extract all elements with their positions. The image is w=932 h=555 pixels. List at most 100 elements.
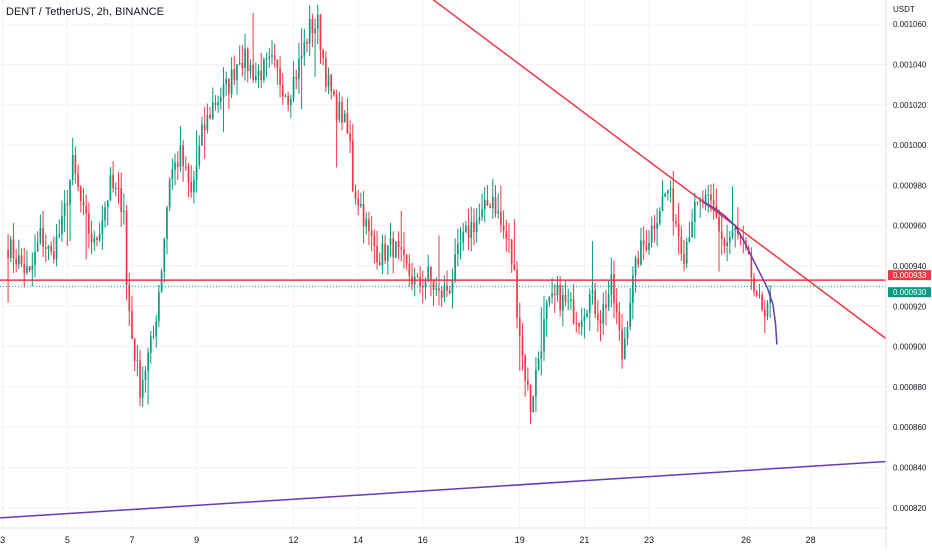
candle-down[interactable] <box>44 247 47 249</box>
candle-up[interactable] <box>726 242 728 246</box>
candle-up[interactable] <box>427 266 430 281</box>
candle-down[interactable] <box>319 14 322 51</box>
candle-down[interactable] <box>96 237 98 240</box>
candle-down[interactable] <box>680 236 683 254</box>
candle-up[interactable] <box>478 216 481 221</box>
candle-up[interactable] <box>545 302 548 320</box>
candle-up[interactable] <box>217 102 219 106</box>
candle-up[interactable] <box>693 201 696 223</box>
candle-down[interactable] <box>526 380 529 385</box>
candle-down[interactable] <box>653 225 656 229</box>
candle-down[interactable] <box>42 228 44 248</box>
candle-up[interactable] <box>386 245 389 261</box>
candle-down[interactable] <box>139 360 141 398</box>
candle-down[interactable] <box>330 74 333 92</box>
candle-down[interactable] <box>120 188 123 213</box>
candle-down[interactable] <box>397 241 400 248</box>
candle-up[interactable] <box>58 234 61 237</box>
candle-down[interactable] <box>615 303 618 313</box>
candle-up[interactable] <box>766 303 769 317</box>
candle-down[interactable] <box>432 279 435 290</box>
candle-up[interactable] <box>300 55 303 59</box>
candle-up[interactable] <box>497 211 500 214</box>
candle-up[interactable] <box>31 264 34 270</box>
candle-up[interactable] <box>55 236 58 260</box>
candle-up[interactable] <box>201 124 203 146</box>
candle-up[interactable] <box>69 180 71 205</box>
candle-up[interactable] <box>537 358 540 370</box>
candle-up[interactable] <box>365 219 368 227</box>
candle-up[interactable] <box>758 294 761 296</box>
candle-down[interactable] <box>252 64 254 80</box>
candle-up[interactable] <box>155 321 158 337</box>
candle-up[interactable] <box>650 225 653 243</box>
candle-up[interactable] <box>104 207 106 221</box>
candle-down[interactable] <box>642 240 645 246</box>
candle-down[interactable] <box>575 322 578 324</box>
candle-down[interactable] <box>529 384 532 413</box>
candle-up[interactable] <box>551 293 553 297</box>
candle-up[interactable] <box>36 242 39 252</box>
candle-up[interactable] <box>144 370 147 381</box>
candle-down[interactable] <box>351 140 354 192</box>
candle-down[interactable] <box>228 78 230 95</box>
candle-up[interactable] <box>586 313 588 317</box>
candle-up[interactable] <box>61 215 63 235</box>
candle-up[interactable] <box>734 227 737 230</box>
candle-up[interactable] <box>632 275 634 303</box>
candle-up[interactable] <box>34 251 36 265</box>
candle-up[interactable] <box>462 231 465 243</box>
candle-down[interactable] <box>696 201 699 203</box>
candle-up[interactable] <box>195 165 198 180</box>
candle-up[interactable] <box>263 59 265 80</box>
candle-down[interactable] <box>77 173 79 187</box>
candle-up[interactable] <box>308 18 311 44</box>
candle-down[interactable] <box>637 257 640 265</box>
candle-down[interactable] <box>572 299 575 323</box>
candle-up[interactable] <box>648 242 650 250</box>
candle-down[interactable] <box>276 59 279 69</box>
candle-down[interactable] <box>53 251 55 260</box>
candle-down[interactable] <box>66 203 69 205</box>
candle-up[interactable] <box>158 291 160 322</box>
candle-down[interactable] <box>578 322 580 327</box>
candle-down[interactable] <box>400 247 403 250</box>
candle-down[interactable] <box>311 18 314 34</box>
candle-up[interactable] <box>424 280 427 288</box>
candle-down[interactable] <box>82 201 85 206</box>
candle-down[interactable] <box>273 55 276 60</box>
candle-down[interactable] <box>341 101 343 123</box>
candle-down[interactable] <box>392 238 395 258</box>
candle-down[interactable] <box>753 277 755 292</box>
candle-down[interactable] <box>712 200 715 206</box>
candle-up[interactable] <box>707 194 710 196</box>
candle-down[interactable] <box>559 285 561 311</box>
candle-down[interactable] <box>128 284 131 312</box>
candle-up[interactable] <box>626 327 629 339</box>
candle-down[interactable] <box>675 221 677 224</box>
candle-up[interactable] <box>475 220 478 233</box>
candle-down[interactable] <box>287 95 289 105</box>
candle-up[interactable] <box>255 75 257 80</box>
candle-up[interactable] <box>93 237 96 243</box>
candle-down[interactable] <box>486 199 489 206</box>
candle-down[interactable] <box>7 249 9 258</box>
candle-up[interactable] <box>160 271 163 292</box>
candle-up[interactable] <box>225 78 228 85</box>
candle-down[interactable] <box>599 320 602 324</box>
candle-up[interactable] <box>728 237 731 243</box>
candle-up[interactable] <box>580 320 583 327</box>
candle-up[interactable] <box>292 76 295 100</box>
candle-down[interactable] <box>405 255 408 264</box>
candle-up[interactable] <box>166 207 168 240</box>
candle-down[interactable] <box>85 205 88 214</box>
candle-up[interactable] <box>26 266 28 273</box>
candle-down[interactable] <box>683 253 685 264</box>
candle-down[interactable] <box>750 254 753 278</box>
candle-down[interactable] <box>446 285 448 291</box>
candle-down[interactable] <box>710 194 712 201</box>
candle-up[interactable] <box>171 169 174 180</box>
candle-down[interactable] <box>133 338 136 361</box>
candle-down[interactable] <box>419 276 421 287</box>
candle-down[interactable] <box>500 211 502 226</box>
